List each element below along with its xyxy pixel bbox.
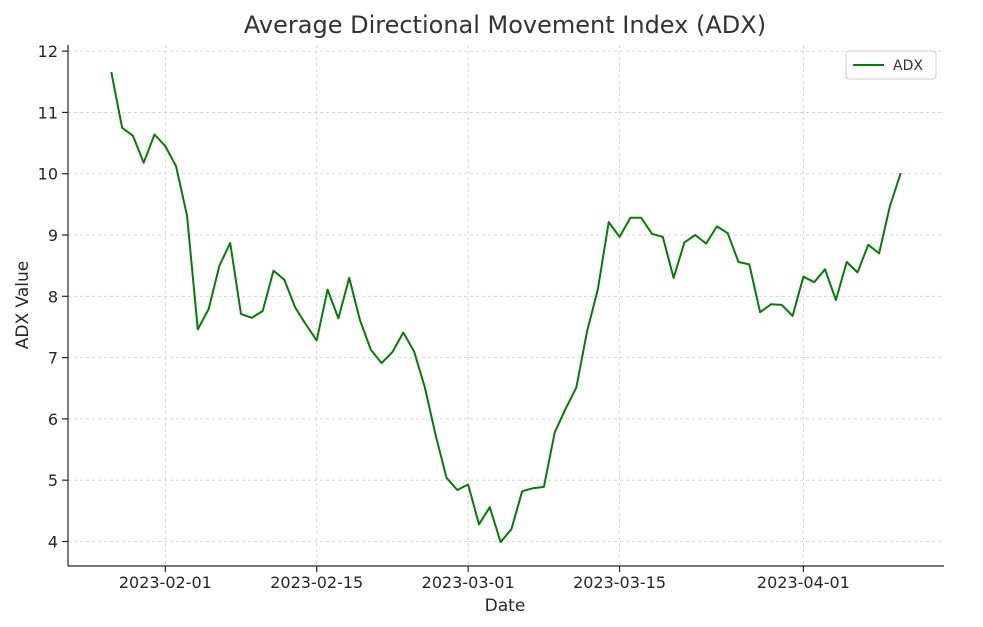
legend: ADX [845,50,937,80]
y-tick-label-6: 10 [38,165,58,184]
chart-title: Average Directional Movement Index (ADX) [244,11,766,39]
x-tick-label-0: 2023-02-01 [119,573,212,592]
series-layer [110,71,902,544]
y-tick-label-5: 9 [48,226,58,245]
legend-label-adx: ADX [893,58,923,74]
x-tick-label-2: 2023-03-01 [422,573,515,592]
x-tick-label-4: 2023-04-01 [757,573,850,592]
y-tick-label-7: 11 [38,103,58,122]
x-axis-label: Date [485,596,526,616]
axes [67,45,944,567]
y-tick-label-8: 12 [38,42,58,61]
y-tick-label-4: 8 [48,287,58,306]
y-tick-label-1: 5 [48,471,58,490]
y-tick-label-3: 7 [48,349,58,368]
legend-box [845,50,937,80]
y-axis-label: ADX Value [13,261,33,349]
x-tick-label-3: 2023-03-15 [573,573,666,592]
x-tick-label-1: 2023-02-15 [270,573,363,592]
y-tick-label-0: 4 [48,532,58,551]
y-axis-ticks: 4 5 6 7 8 9 10 11 12 [38,42,68,551]
y-tick-label-2: 6 [48,410,58,429]
grid-lines [68,45,944,566]
series-line-adx [110,71,902,544]
x-axis-ticks: 2023-02-01 2023-02-15 2023-03-01 2023-03-15… [119,566,850,592]
